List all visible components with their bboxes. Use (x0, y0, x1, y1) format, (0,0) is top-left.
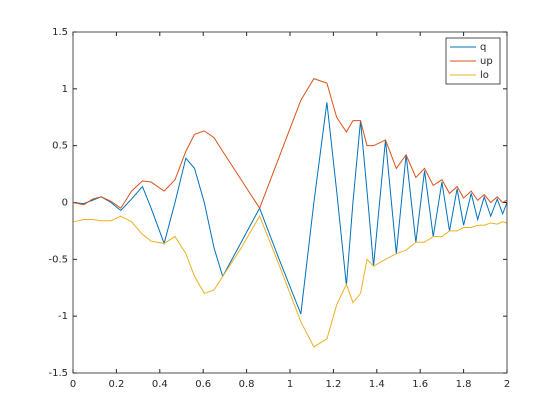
series-line (72, 77, 508, 210)
y-tick-label: 0.5 (52, 141, 68, 152)
y-tick-label: 0 (62, 198, 68, 209)
x-tick-label: 1 (287, 379, 293, 390)
legend: q up lo (445, 37, 501, 85)
x-tick-label: 0 (70, 379, 76, 390)
axes-box (72, 31, 508, 374)
x-tick-label: 0.8 (239, 379, 255, 390)
x-tick-label: 0.6 (195, 379, 211, 390)
legend-label: q (480, 42, 486, 53)
y-tick-label: -1 (58, 311, 68, 322)
y-tick-label: -1.5 (48, 368, 68, 379)
x-tick-label: 1.6 (412, 379, 428, 390)
x-tick-label: 0.4 (152, 379, 168, 390)
x-tick-label: 1.4 (369, 379, 385, 390)
x-tick-label: 0.2 (108, 379, 124, 390)
series-line (72, 102, 508, 315)
x-tick-label: 2 (504, 379, 510, 390)
y-tick-label: 1.5 (52, 27, 68, 38)
x-tick-label: 1.8 (456, 379, 472, 390)
plot-area (73, 32, 507, 373)
x-tick-label: 1.2 (325, 379, 341, 390)
legend-label: up (480, 56, 493, 67)
legend-label: lo (480, 70, 489, 81)
y-tick-label: -0.5 (48, 254, 68, 265)
y-tick-label: 1 (62, 84, 68, 95)
series-line (72, 214, 508, 348)
